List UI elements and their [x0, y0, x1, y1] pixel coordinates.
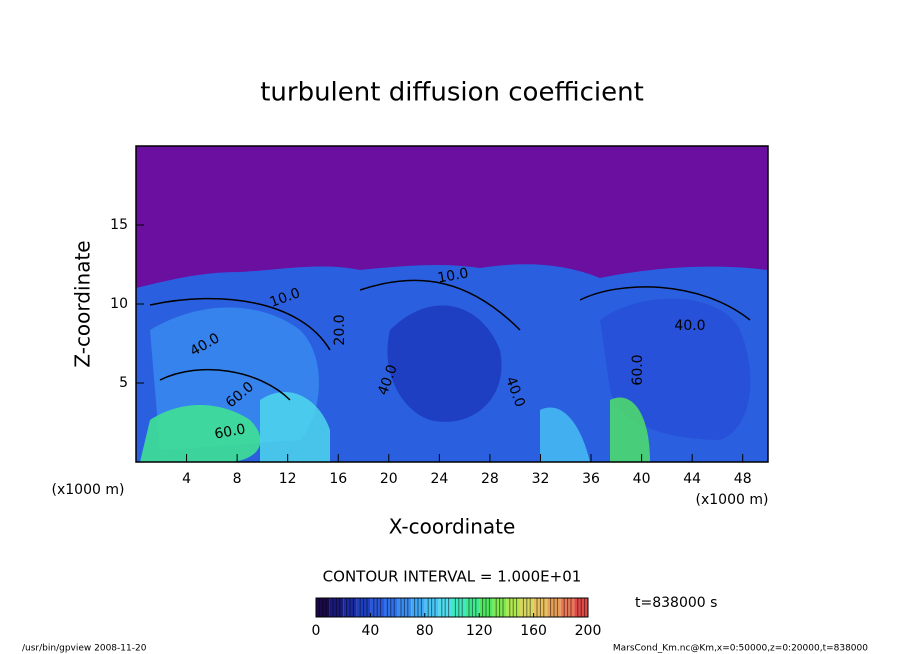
- x-axis-label: X-coordinate: [389, 515, 516, 539]
- x-tick-label: 36: [582, 471, 600, 487]
- contour-label: 40.0: [674, 318, 705, 334]
- x-tick-label: 8: [233, 471, 242, 487]
- y-tick-label: 15: [110, 217, 128, 233]
- colorbar-tick-label: 120: [466, 623, 493, 639]
- y-unit: (x1000 m): [52, 482, 125, 498]
- field: [136, 146, 768, 462]
- x-tick-label: 4: [182, 471, 191, 487]
- contour-label: 20.0: [332, 314, 348, 345]
- x-tick-label: 24: [430, 471, 448, 487]
- contour-interval: CONTOUR INTERVAL = 1.000E+01: [323, 568, 582, 586]
- y-axis-label: Z-coordinate: [71, 240, 95, 367]
- footer-right: MarsCond_Km.nc@Km,x=0:50000,z=0:20000,t=…: [613, 644, 868, 654]
- chart-title: turbulent diffusion coefficient: [260, 78, 644, 108]
- contour-label: 10.0: [436, 265, 469, 286]
- x-unit: (x1000 m): [696, 492, 769, 508]
- contour-label: 60.0: [213, 421, 246, 442]
- colorbar-tick-label: 80: [416, 623, 434, 639]
- contour-label: 60.0: [630, 354, 646, 385]
- x-tick-label: 28: [481, 471, 499, 487]
- colorbar-frame: [315, 597, 589, 618]
- colorbar-tick-label: 200: [575, 623, 602, 639]
- x-tick-label: 12: [279, 471, 297, 487]
- colorbar-tick-label: 40: [361, 623, 379, 639]
- x-tick-label: 44: [683, 471, 701, 487]
- x-tick-label: 32: [532, 471, 550, 487]
- x-tick-label: 20: [380, 471, 398, 487]
- x-tick-label: 16: [329, 471, 347, 487]
- x-tick-label: 48: [734, 471, 752, 487]
- colorbar-tick-label: 160: [520, 623, 547, 639]
- footer-left: /usr/bin/gpview 2008-11-20: [22, 644, 147, 654]
- x-tick-label: 40: [633, 471, 651, 487]
- y-tick-label: 5: [119, 375, 128, 391]
- time-label: t=838000 s: [635, 595, 717, 611]
- colorbar-tick-label: 0: [312, 623, 321, 639]
- y-tick-label: 10: [110, 296, 128, 312]
